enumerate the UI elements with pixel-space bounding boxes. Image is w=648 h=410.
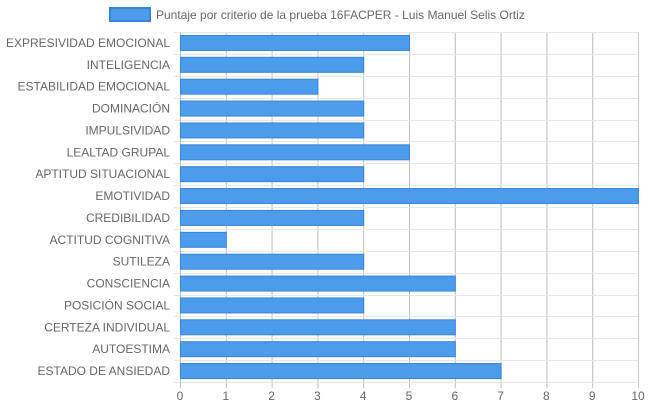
- bar[interactable]: [180, 166, 365, 183]
- bar[interactable]: [180, 231, 227, 248]
- bar[interactable]: [180, 209, 365, 226]
- x-tick-label: 9: [589, 389, 596, 403]
- bar[interactable]: [180, 78, 319, 95]
- legend-swatch: [109, 7, 151, 22]
- y-tick-label: DOMINACIÓN: [92, 101, 170, 116]
- bar[interactable]: [180, 319, 456, 336]
- x-tick-label: 4: [360, 389, 367, 403]
- x-tick-label: 6: [451, 389, 458, 403]
- x-axis-labels: 0 1 2 3 4 5 6 7 8 9 10: [177, 389, 645, 403]
- y-tick-label: ESTABILIDAD EMOCIONAL: [18, 80, 171, 94]
- y-tick-label: LEALTAD GRUPAL: [67, 145, 171, 159]
- bar[interactable]: [180, 34, 410, 51]
- x-tick-label: 10: [631, 389, 645, 403]
- grid: [174, 32, 639, 388]
- bars: [180, 34, 639, 380]
- y-tick-label: ACTITUD COGNITIVA: [50, 233, 170, 247]
- x-tick-label: 1: [222, 389, 229, 403]
- bar[interactable]: [180, 122, 365, 139]
- y-tick-label: POSICIÓN SOCIAL: [64, 297, 170, 312]
- bar[interactable]: [180, 100, 365, 117]
- y-tick-label: IMPULSIVIDAD: [85, 123, 170, 137]
- x-tick-label: 0: [177, 389, 184, 403]
- bar[interactable]: [180, 341, 456, 358]
- bar[interactable]: [180, 188, 639, 205]
- legend-label: Puntaje por criterio de la prueba 16FACP…: [156, 8, 525, 22]
- x-tick-label: 8: [543, 389, 550, 403]
- bar[interactable]: [180, 56, 365, 73]
- x-tick-label: 3: [314, 389, 321, 403]
- y-tick-label: INTELIGENCIA: [87, 58, 170, 72]
- y-tick-label: CREDIBILIDAD: [86, 211, 170, 225]
- y-tick-label: ESTADO DE ANSIEDAD: [38, 364, 171, 378]
- y-tick-label: EXPRESIVIDAD EMOCIONAL: [6, 36, 170, 50]
- y-tick-label: EMOTIVIDAD: [95, 189, 170, 203]
- bar[interactable]: [180, 275, 456, 292]
- x-tick-label: 2: [268, 389, 275, 403]
- y-axis-labels: EXPRESIVIDAD EMOCIONAL INTELIGENCIA ESTABI…: [6, 36, 170, 378]
- y-tick-label: CERTEZA INDIVIDUAL: [44, 320, 170, 334]
- bar[interactable]: [180, 144, 410, 161]
- bar[interactable]: [180, 363, 502, 380]
- x-tick-label: 5: [406, 389, 413, 403]
- legend[interactable]: Puntaje por criterio de la prueba 16FACP…: [109, 7, 525, 22]
- y-tick-label: CONSCIENCIA: [87, 277, 170, 291]
- y-tick-label: SUTILEZA: [113, 255, 170, 269]
- bar[interactable]: [180, 253, 365, 270]
- y-tick-label: AUTOESTIMA: [92, 342, 170, 356]
- y-tick-label: APTITUD SITUACIONAL: [35, 167, 170, 181]
- x-tick-label: 7: [497, 389, 504, 403]
- bar[interactable]: [180, 297, 365, 314]
